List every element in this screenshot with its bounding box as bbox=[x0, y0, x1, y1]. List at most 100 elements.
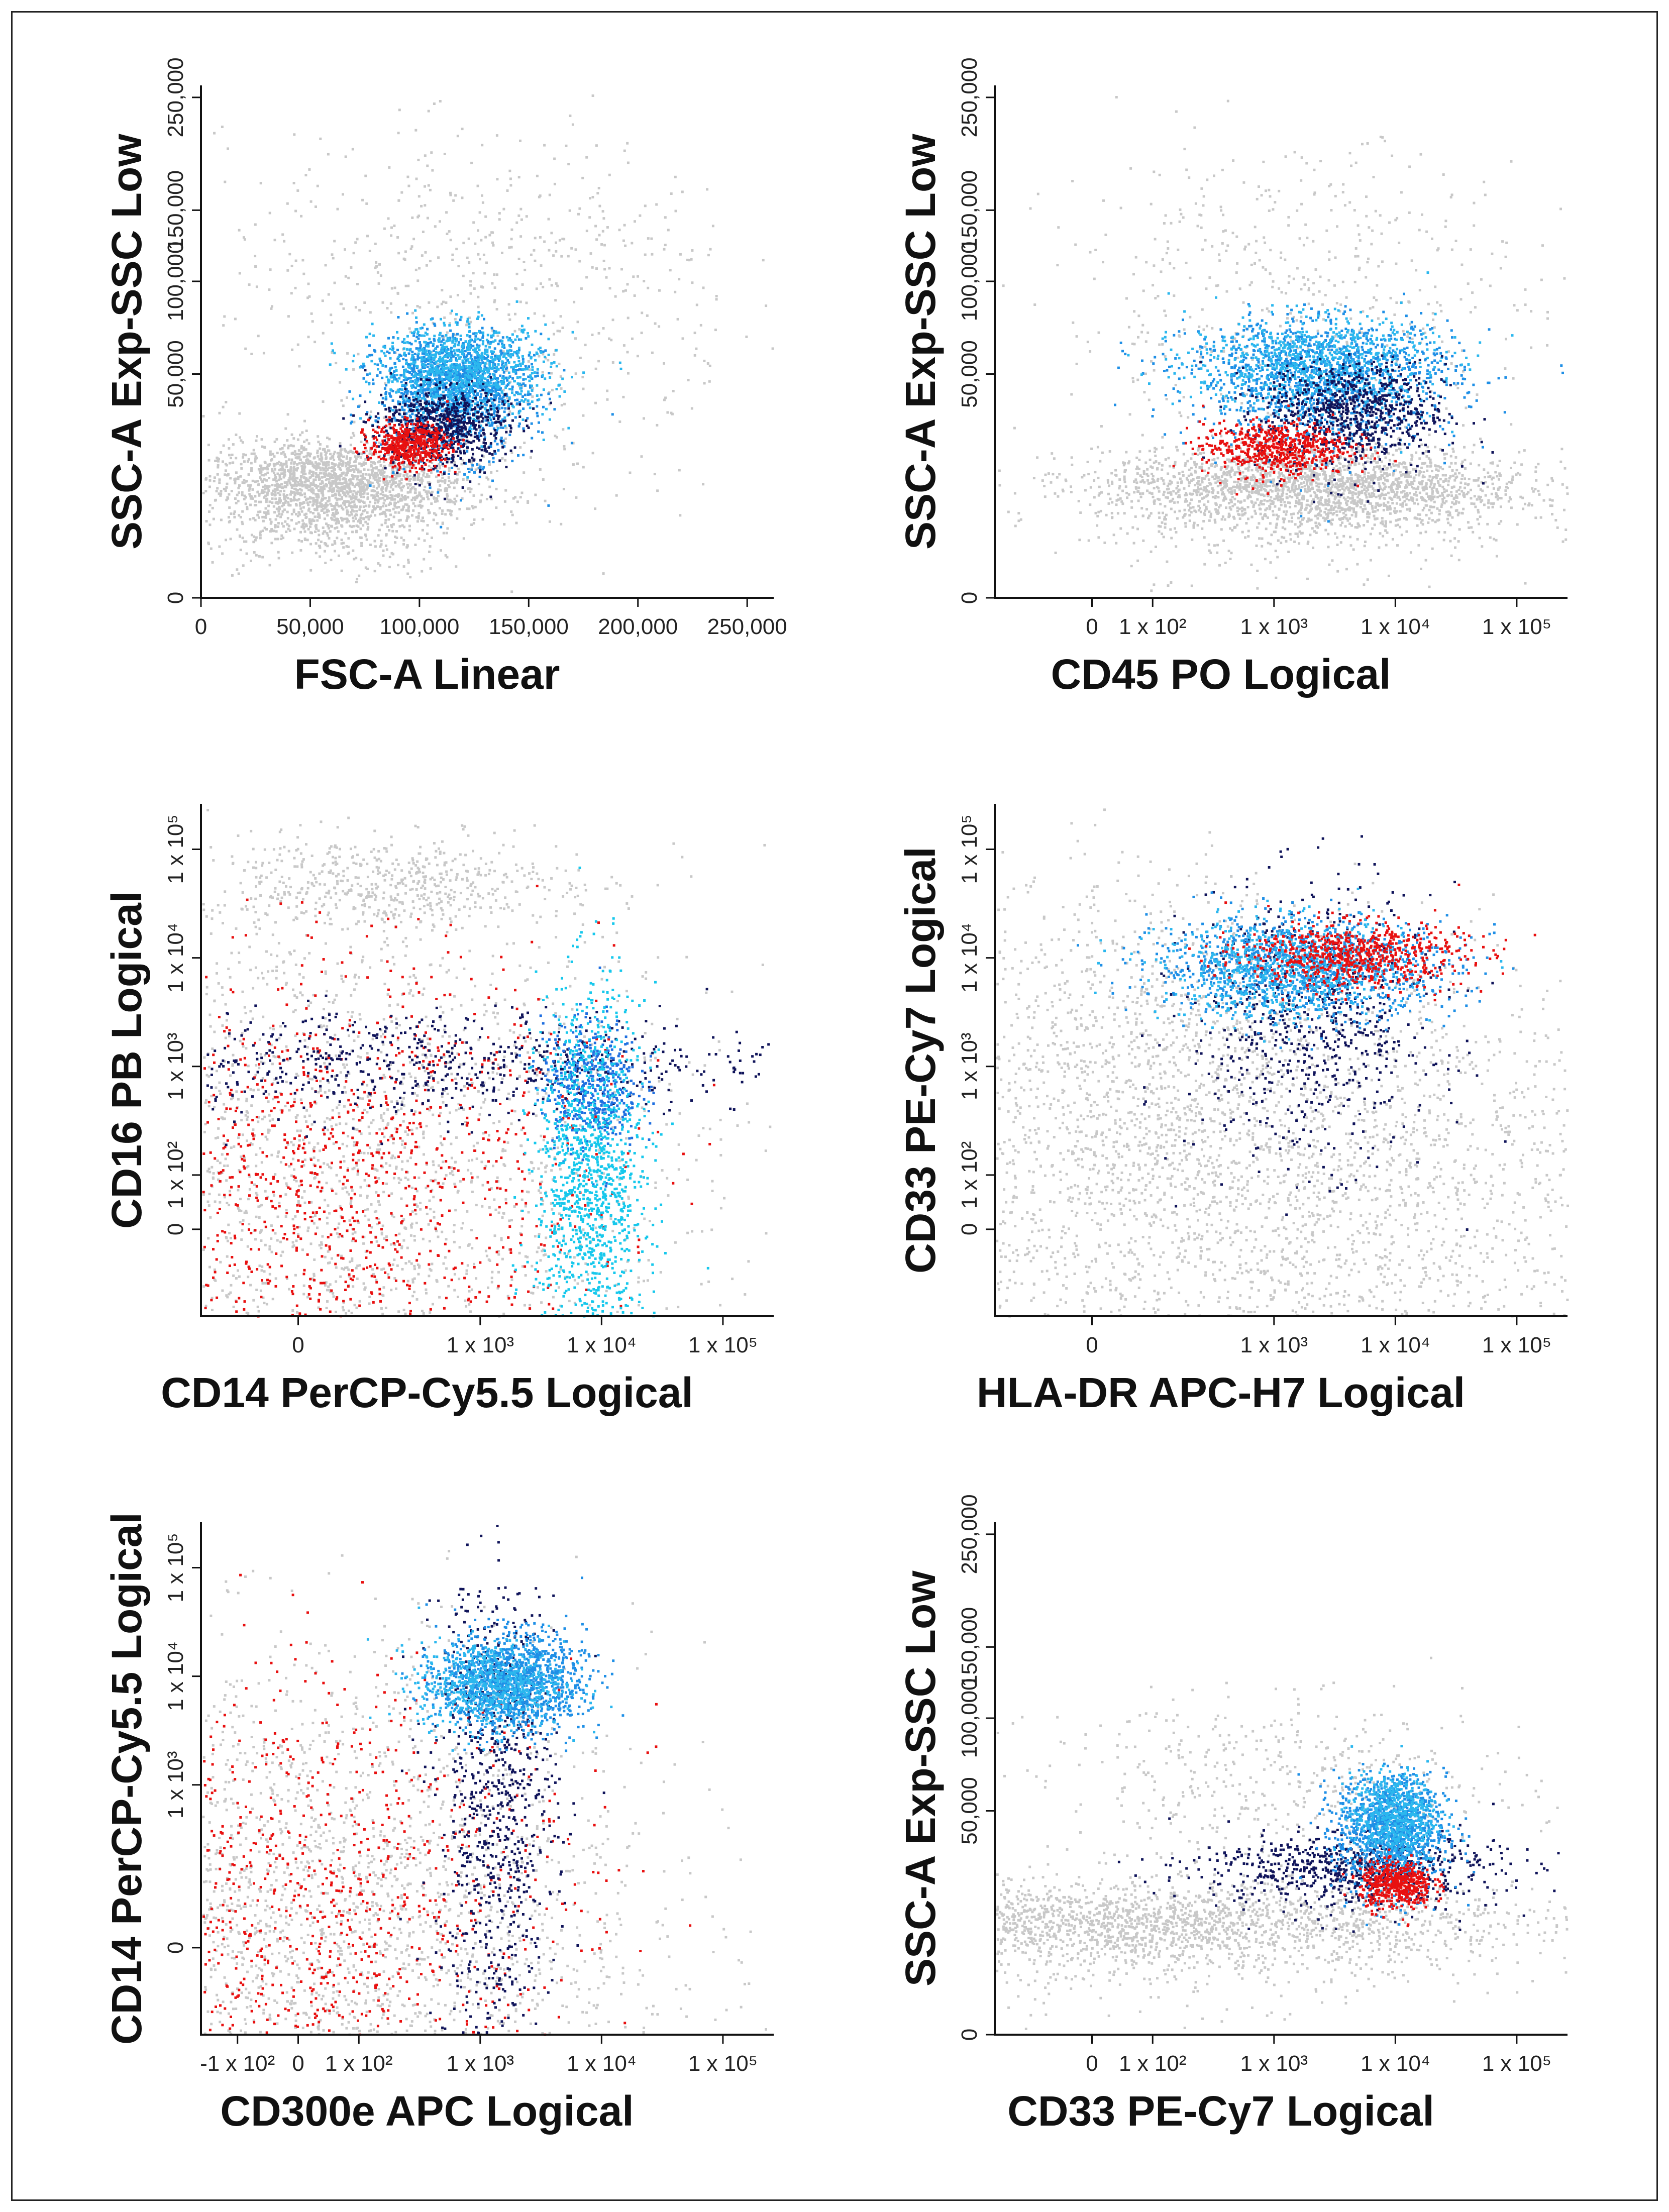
scatter-panel-1: 0 50,000 100,000 150,000 200,000 250,000 0 50,0… bbox=[30, 30, 854, 749]
scatter-panel-3: 0 1 x 10³ 1 x 10⁴ 1 x 10⁵ 0 1 x 10² 1 x 10³ 1 x… bbox=[30, 749, 854, 1467]
y-tick-label: 0 bbox=[957, 1223, 982, 1235]
population-1 bbox=[202, 1550, 767, 2036]
y-tick-label: 1 x 10³ bbox=[163, 1032, 188, 1100]
population-4 bbox=[206, 988, 770, 1146]
y-tick-label: 1 x 10⁴ bbox=[163, 1641, 188, 1711]
population-2 bbox=[202, 1573, 692, 2036]
y-axis-title: CD33 PE-Cy7 Logical bbox=[897, 847, 944, 1274]
x-tick-label: 1 x 10² bbox=[325, 2051, 393, 2076]
population-6 bbox=[511, 866, 709, 1318]
population-1 bbox=[996, 851, 1569, 1318]
x-tick-label: 1 x 10⁴ bbox=[1361, 1333, 1430, 1357]
x-tick-label: 1 x 10⁵ bbox=[688, 1333, 758, 1357]
scatter-panel-2: 0 1 x 10² 1 x 10³ 1 x 10⁴ 1 x 10⁵ 0 50,000 100,… bbox=[824, 30, 1648, 749]
population-5 bbox=[1333, 1745, 1466, 1906]
x-tick-label: 1 x 10³ bbox=[1240, 1333, 1308, 1357]
population-6 bbox=[1188, 883, 1536, 1002]
population-2 bbox=[202, 826, 684, 949]
x-tick-label: 1 x 10⁴ bbox=[567, 1333, 637, 1357]
x-tick-label: 1 x 10⁵ bbox=[1482, 1333, 1551, 1357]
x-tick-label: 0 bbox=[292, 1333, 304, 1357]
x-tick-label: 1 x 10⁴ bbox=[1361, 2051, 1430, 2076]
y-tick-label: 1 x 10² bbox=[957, 1141, 982, 1209]
y-tick-label: 0 bbox=[163, 592, 188, 604]
y-axis-title: SSC-A Exp-SSC Low bbox=[897, 1570, 944, 1986]
scatter-plot: 0 1 x 10³ 1 x 10⁴ 1 x 10⁵ 0 1 x 10² 1 x 10³ 1 x… bbox=[163, 804, 774, 1357]
y-axis-title: CD14 PerCP-Cy5.5 Logical bbox=[103, 1512, 150, 2045]
x-tick-label: 1 x 10⁵ bbox=[1482, 614, 1551, 639]
x-axis-title: CD300e APC Logical bbox=[90, 2090, 764, 2132]
scatter-panel-4: 0 1 x 10³ 1 x 10⁴ 1 x 10⁵ 0 1 x 10² 1 x 10³ 1 x… bbox=[824, 749, 1648, 1467]
y-tick-label: 100,000 bbox=[957, 241, 982, 321]
scatter-plot: -1 x 10² 0 1 x 10² 1 x 10³ 1 x 10⁴ 1 x 10⁵ 0 1 … bbox=[163, 1522, 774, 2076]
population-6 bbox=[1172, 404, 1397, 496]
y-tick-label: 100,000 bbox=[957, 1678, 982, 1758]
y-tick-label: 250,000 bbox=[957, 57, 982, 137]
x-tick-label: 250,000 bbox=[707, 614, 787, 639]
population-6 bbox=[353, 400, 465, 481]
y-tick-label: 50,000 bbox=[957, 1777, 982, 1845]
x-tick-label: 1 x 10² bbox=[1119, 2051, 1187, 2076]
y-tick-label: 50,000 bbox=[163, 340, 188, 408]
x-axis-title: CD45 PO Logical bbox=[884, 653, 1557, 695]
population-1 bbox=[996, 1861, 1569, 2030]
y-tick-label: 1 x 10³ bbox=[957, 1032, 982, 1100]
x-tick-label: 0 bbox=[1086, 2051, 1098, 2076]
x-tick-label: 0 bbox=[1086, 614, 1098, 639]
scatter-plot: 0 1 x 10³ 1 x 10⁴ 1 x 10⁵ 0 1 x 10² 1 x 10³ 1 x… bbox=[957, 804, 1569, 1357]
axes bbox=[200, 804, 774, 1317]
x-tick-label: -1 x 10² bbox=[200, 2051, 275, 2076]
y-tick-label: 250,000 bbox=[163, 57, 188, 137]
x-axis-title: HLA-DR APC-H7 Logical bbox=[884, 1372, 1557, 1414]
x-tick-label: 1 x 10³ bbox=[447, 1333, 514, 1357]
x-tick-label: 0 bbox=[195, 614, 207, 639]
y-tick-label: 0 bbox=[957, 2029, 982, 2041]
y-tick-label: 50,000 bbox=[957, 340, 982, 408]
y-tick-label: 1 x 10⁵ bbox=[163, 814, 188, 884]
y-tick-label: 1 x 10² bbox=[163, 1141, 188, 1209]
population-3 bbox=[1141, 835, 1507, 1231]
y-tick-label: 1 x 10³ bbox=[163, 1751, 188, 1819]
population-5 bbox=[1199, 353, 1494, 503]
x-axis-title: FSC-A Linear bbox=[90, 653, 764, 695]
x-axis-title: CD14 PerCP-Cy5.5 Logical bbox=[90, 1372, 764, 1414]
scatter-plot: 0 50,000 100,000 150,000 200,000 250,000050,0… bbox=[163, 57, 787, 639]
population-1 bbox=[202, 415, 551, 593]
x-tick-label: 150,000 bbox=[489, 614, 569, 639]
y-axis-title: SSC-A Exp-SSC Low bbox=[897, 134, 944, 550]
axes bbox=[200, 1522, 774, 2036]
population-4 bbox=[1127, 271, 1514, 454]
x-tick-label: 1 x 10⁵ bbox=[1482, 2051, 1551, 2076]
axes bbox=[994, 804, 1568, 1317]
x-axis-title: CD33 PE-Cy7 Logical bbox=[884, 2090, 1557, 2132]
population-5 bbox=[366, 1606, 613, 1752]
population-6 bbox=[1341, 1848, 1445, 1928]
y-tick-label: 100,000 bbox=[163, 241, 188, 321]
population-4 bbox=[329, 300, 622, 479]
population-1 bbox=[202, 809, 772, 1318]
population-3 bbox=[202, 885, 715, 1318]
x-tick-label: 1 x 10⁴ bbox=[1361, 614, 1430, 639]
x-tick-label: 1 x 10² bbox=[1119, 614, 1187, 639]
x-tick-label: 1 x 10⁴ bbox=[567, 2051, 637, 2076]
scatter-plot: 0 1 x 10² 1 x 10³ 1 x 10⁴ 1 x 10⁵ 0 50,000 100,… bbox=[957, 1494, 1569, 2076]
x-tick-label: 0 bbox=[292, 2051, 304, 2076]
x-tick-label: 50,000 bbox=[276, 614, 344, 639]
x-tick-label: 200,000 bbox=[598, 614, 678, 639]
y-tick-label: 150,000 bbox=[957, 170, 982, 250]
x-tick-label: 100,000 bbox=[379, 614, 459, 639]
axes bbox=[994, 1522, 1568, 2036]
x-tick-label: 0 bbox=[1086, 1333, 1098, 1357]
population-3 bbox=[399, 1525, 605, 2035]
y-tick-label: 1 x 10⁵ bbox=[957, 814, 982, 884]
scatter-plot: 0 1 x 10² 1 x 10³ 1 x 10⁴ 1 x 10⁵ 0 50,000 100,… bbox=[957, 57, 1569, 639]
y-tick-label: 0 bbox=[957, 592, 982, 604]
y-tick-label: 1 x 10⁵ bbox=[163, 1533, 188, 1602]
scatter-panel-6: 0 1 x 10² 1 x 10³ 1 x 10⁴ 1 x 10⁵ 0 50,000 100,… bbox=[824, 1467, 1648, 2185]
y-tick-label: 1 x 10⁴ bbox=[957, 923, 982, 993]
y-tick-label: 1 x 10⁴ bbox=[163, 923, 188, 993]
y-tick-label: 0 bbox=[163, 1942, 188, 1954]
y-tick-label: 250,000 bbox=[957, 1494, 982, 1574]
y-axis-title: SSC-A Exp-SSC Low bbox=[103, 134, 150, 550]
y-tick-label: 150,000 bbox=[163, 170, 188, 250]
